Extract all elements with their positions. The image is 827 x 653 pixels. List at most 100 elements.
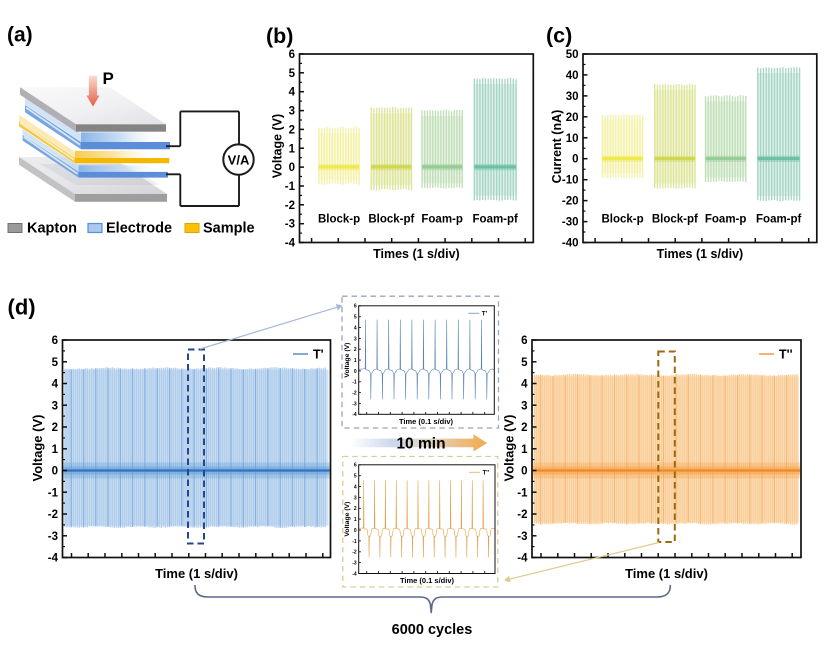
svg-text:-3: -3 xyxy=(517,531,527,543)
svg-text:Voltage (V): Voltage (V) xyxy=(271,114,285,178)
svg-text:T': T' xyxy=(313,348,324,362)
svg-text:-2: -2 xyxy=(352,550,357,556)
svg-text:6000 cycles: 6000 cycles xyxy=(392,622,473,638)
svg-text:5: 5 xyxy=(521,357,528,369)
svg-text:Foam-pf: Foam-pf xyxy=(756,214,802,226)
svg-text:Block-p: Block-p xyxy=(318,214,360,226)
svg-text:Time (0.1 s/div): Time (0.1 s/div) xyxy=(399,417,454,426)
svg-text:-2: -2 xyxy=(517,509,527,521)
svg-text:10 min: 10 min xyxy=(396,436,445,453)
svg-text:(a): (a) xyxy=(7,24,33,47)
svg-text:-3: -3 xyxy=(285,219,295,231)
svg-text:50: 50 xyxy=(566,49,579,61)
svg-text:Foam-p: Foam-p xyxy=(705,214,747,226)
svg-text:T'': T'' xyxy=(483,469,490,476)
svg-text:Block-pf: Block-pf xyxy=(652,214,698,226)
svg-text:2: 2 xyxy=(354,506,357,512)
svg-text:-40: -40 xyxy=(562,238,579,250)
svg-text:Voltage (V): Voltage (V) xyxy=(30,415,45,482)
svg-text:1: 1 xyxy=(289,143,296,155)
svg-text:(d): (d) xyxy=(8,295,36,320)
svg-text:40: 40 xyxy=(566,70,579,82)
svg-text:-1: -1 xyxy=(352,380,357,386)
svg-text:6: 6 xyxy=(354,304,357,310)
svg-text:-1: -1 xyxy=(517,487,528,499)
svg-text:4: 4 xyxy=(521,379,528,391)
svg-text:Voltage (V): Voltage (V) xyxy=(344,502,351,537)
svg-text:0: 0 xyxy=(521,466,527,478)
svg-text:3: 3 xyxy=(52,400,58,412)
svg-text:5: 5 xyxy=(289,68,296,80)
svg-text:Sample: Sample xyxy=(203,221,255,237)
svg-text:-20: -20 xyxy=(562,196,579,208)
svg-text:Kapton: Kapton xyxy=(27,221,77,237)
svg-text:1: 1 xyxy=(52,444,59,456)
svg-text:3: 3 xyxy=(521,400,527,412)
svg-text:T': T' xyxy=(482,310,488,317)
svg-text:Current (nA): Current (nA) xyxy=(550,110,564,184)
svg-text:2: 2 xyxy=(354,347,357,353)
svg-text:-3: -3 xyxy=(48,531,58,543)
svg-text:Foam-p: Foam-p xyxy=(421,214,463,226)
svg-text:3: 3 xyxy=(354,336,357,342)
svg-text:-3: -3 xyxy=(352,561,357,567)
svg-text:4: 4 xyxy=(354,325,357,331)
svg-text:0: 0 xyxy=(354,528,357,534)
svg-text:-2: -2 xyxy=(352,391,357,397)
svg-text:-1: -1 xyxy=(48,487,59,499)
svg-text:6: 6 xyxy=(289,49,295,61)
svg-text:Time (1 s/div): Time (1 s/div) xyxy=(625,566,708,581)
svg-text:Block-p: Block-p xyxy=(601,214,643,226)
svg-text:0: 0 xyxy=(354,369,357,375)
svg-text:3: 3 xyxy=(354,495,357,501)
svg-text:1: 1 xyxy=(354,517,357,523)
svg-text:-4: -4 xyxy=(285,238,296,250)
svg-text:(c): (c) xyxy=(546,24,572,48)
svg-text:-4: -4 xyxy=(517,553,528,565)
svg-text:2: 2 xyxy=(521,422,527,434)
svg-text:Times (1 s/div): Times (1 s/div) xyxy=(373,247,460,261)
svg-text:6: 6 xyxy=(521,335,527,347)
svg-text:-2: -2 xyxy=(48,509,58,521)
svg-text:0: 0 xyxy=(572,154,578,166)
svg-text:-3: -3 xyxy=(352,401,357,407)
svg-text:(b): (b) xyxy=(266,24,293,48)
svg-text:-1: -1 xyxy=(352,539,357,545)
svg-text:-2: -2 xyxy=(285,200,295,212)
svg-text:-30: -30 xyxy=(562,217,579,229)
svg-text:4: 4 xyxy=(52,379,59,391)
svg-text:2: 2 xyxy=(289,124,295,136)
svg-text:-4: -4 xyxy=(352,412,357,418)
svg-text:-1: -1 xyxy=(285,181,296,193)
svg-text:6: 6 xyxy=(354,463,357,469)
svg-text:-4: -4 xyxy=(352,571,357,577)
svg-text:10: 10 xyxy=(566,133,579,145)
svg-text:T'': T'' xyxy=(779,348,793,362)
svg-text:-4: -4 xyxy=(48,553,59,565)
svg-text:-10: -10 xyxy=(562,175,579,187)
svg-text:20: 20 xyxy=(566,112,579,124)
svg-text:Electrode: Electrode xyxy=(106,221,172,237)
svg-text:P: P xyxy=(103,69,114,88)
svg-text:Times (1 s/div): Times (1 s/div) xyxy=(657,247,744,261)
svg-text:3: 3 xyxy=(289,106,295,118)
svg-text:2: 2 xyxy=(52,422,58,434)
svg-text:Voltage (V): Voltage (V) xyxy=(502,415,517,482)
svg-text:V/A: V/A xyxy=(228,152,250,167)
svg-text:4: 4 xyxy=(354,484,357,490)
svg-text:Foam-pf: Foam-pf xyxy=(473,214,519,226)
svg-text:4: 4 xyxy=(289,87,296,99)
svg-text:1: 1 xyxy=(521,444,528,456)
svg-text:Voltage (V): Voltage (V) xyxy=(344,343,351,378)
svg-text:5: 5 xyxy=(354,474,357,480)
svg-text:Time (0.1 s/div): Time (0.1 s/div) xyxy=(400,576,455,585)
svg-text:0: 0 xyxy=(52,466,58,478)
svg-text:1: 1 xyxy=(354,358,357,364)
svg-text:0: 0 xyxy=(289,162,295,174)
svg-text:Time (1 s/div): Time (1 s/div) xyxy=(155,566,238,581)
svg-text:5: 5 xyxy=(52,357,59,369)
svg-text:30: 30 xyxy=(566,91,579,103)
svg-text:6: 6 xyxy=(52,335,58,347)
svg-text:5: 5 xyxy=(354,315,357,321)
svg-text:Block-pf: Block-pf xyxy=(368,214,414,226)
